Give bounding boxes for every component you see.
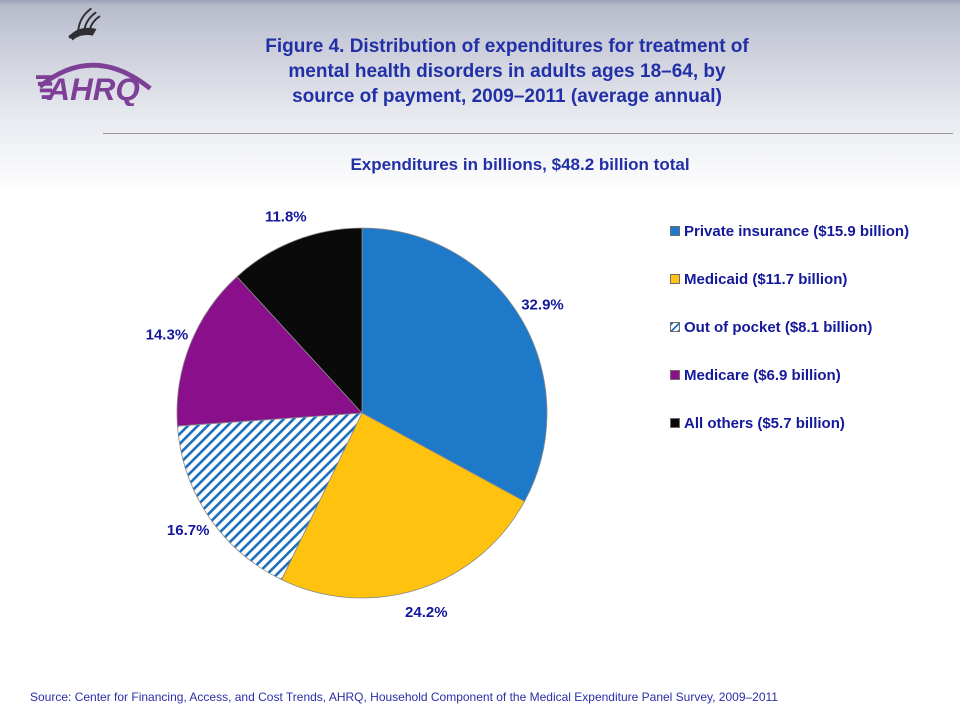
slice-percent-label: 24.2% — [405, 604, 448, 621]
ahrq-wordmark: AHRQ — [36, 62, 152, 106]
legend-label: All others ($5.7 billion) — [684, 415, 845, 432]
figure-title-line-3: source of payment, 2009–2011 (average an… — [292, 86, 722, 107]
pie-slice-3 — [177, 412, 363, 581]
pie-slice-5 — [236, 227, 363, 414]
legend-item: All others ($5.7 billion) — [670, 414, 920, 433]
legend-swatch-icon — [670, 370, 680, 380]
pie-chart: 32.9% 24.2% 16.7% 14.3% 11.8% — [146, 208, 564, 621]
legend-item: Private insurance ($15.9 billion) — [670, 222, 920, 241]
legend-swatch-icon — [670, 274, 680, 284]
slice-percent-label: 32.9% — [521, 297, 564, 314]
legend-label: Medicare ($6.9 billion) — [684, 367, 841, 384]
slice-percent-label: 14.3% — [146, 326, 189, 343]
chart-legend: Private insurance ($15.9 billion) Medicai… — [670, 222, 920, 462]
pie-slice-1 — [361, 227, 548, 502]
figure-title-line-1: Figure 4. Distribution of expenditures f… — [265, 36, 749, 57]
header-divider — [103, 133, 953, 134]
source-note: Source: Center for Financing, Access, an… — [30, 690, 778, 704]
pie-slice-2 — [281, 412, 525, 599]
slice-percent-label: 11.8% — [265, 208, 307, 225]
legend-swatch-icon — [670, 226, 680, 236]
pie-slice-4 — [176, 276, 363, 427]
hhs-eagle-icon — [68, 7, 101, 41]
ahrq-wordmark-text: AHRQ — [46, 72, 139, 106]
legend-item: Medicare ($6.9 billion) — [670, 366, 920, 385]
legend-item: Out of pocket ($8.1 billion) — [670, 318, 920, 337]
figure-title-line-2: mental health disorders in adults ages 1… — [288, 61, 726, 82]
chart-subtitle: Expenditures in billions, $48.2 billion … — [350, 155, 690, 174]
legend-label: Medicaid ($11.7 billion) — [684, 271, 848, 288]
legend-swatch-icon — [670, 418, 680, 428]
legend-label: Private insurance ($15.9 billion) — [684, 223, 910, 240]
figure-title: Figure 4. Distribution of expenditures f… — [247, 34, 767, 109]
ahrq-logo: AHRQ — [36, 4, 171, 114]
slice-percent-label: 16.7% — [167, 522, 210, 539]
legend-label: Out of pocket ($8.1 billion) — [684, 319, 873, 336]
legend-item: Medicaid ($11.7 billion) — [670, 270, 920, 289]
legend-swatch-icon — [670, 322, 680, 332]
